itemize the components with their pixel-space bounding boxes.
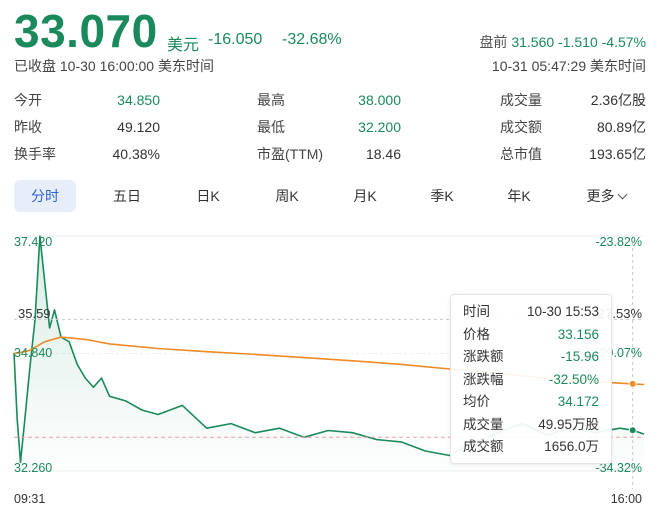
tab-yearly-k[interactable]: 年K: [507, 188, 531, 204]
y-axis-top-label: 37.420: [14, 235, 53, 249]
stat-high: 最高 38.000: [257, 89, 401, 111]
stat-label: 最低: [257, 119, 285, 135]
stat-label: 昨收: [14, 119, 42, 135]
stat-low: 最低 32.200: [257, 116, 401, 138]
stat-label: 成交量: [500, 92, 542, 108]
price-change-pct: -32.68%: [282, 31, 342, 48]
price-change: -16.050: [208, 31, 263, 48]
crosshair-tooltip: 时间 10-30 15:53 价格 33.156 涨跌额 -15.96 涨跌幅 …: [450, 294, 612, 464]
price-area-fill: [14, 236, 644, 471]
stat-label: 总市值: [500, 146, 542, 162]
stat-prev-close: 昨收 49.120: [14, 116, 160, 138]
market-status: 已收盘 10-30 16:00:00 美东时间: [14, 58, 214, 74]
stat-value: 40.38%: [112, 146, 160, 162]
tab-weekly-k[interactable]: 周K: [275, 188, 299, 204]
premarket-time: 10-31 05:47:29 美东时间: [491, 58, 646, 74]
premarket-change: -1.510: [558, 34, 598, 50]
tooltip-value: 1656.0万: [544, 439, 599, 454]
premarket-price: 31.560: [511, 34, 555, 50]
tooltip-value: -32.50%: [548, 371, 599, 387]
premarket-quote: 盘前 31.560 -1.510 -4.57%: [479, 32, 646, 52]
stat-label: 最高: [257, 92, 285, 108]
tab-intraday[interactable]: 分时: [14, 180, 76, 212]
tooltip-row-time: 时间 10-30 15:53: [461, 301, 601, 324]
stat-turnover-rate: 换手率 40.38%: [14, 143, 160, 165]
tooltip-value: 49.95万股: [538, 416, 599, 432]
stat-turnover: 成交额 80.89亿: [500, 116, 646, 138]
tooltip-row-change: 涨跌额 -15.96: [461, 346, 601, 369]
tab-more[interactable]: 更多: [570, 180, 642, 212]
tab-more-label: 更多: [586, 188, 615, 204]
stat-market-cap: 总市值 193.65亿: [500, 143, 646, 165]
x-axis-end-label: 16:00: [610, 492, 642, 506]
currency-label: 美元: [167, 37, 200, 54]
stat-value: 193.65亿: [589, 146, 646, 162]
stat-value: 32.200: [358, 119, 401, 135]
y-axis-mid-label: 34.840: [14, 346, 53, 360]
stat-value: 38.000: [358, 92, 401, 108]
premarket-label: 盘前: [479, 34, 508, 50]
stat-label: 成交额: [500, 119, 542, 135]
quote-header: 33.070 美元 -16.050 -32.68% 盘前 31.560 -1.5…: [14, 4, 646, 78]
tooltip-row-volume: 成交量 49.95万股: [461, 414, 601, 437]
tooltip-label: 均价: [463, 394, 490, 409]
stat-value: 34.850: [117, 92, 160, 108]
pct-axis-bottom-label: -34.32%: [595, 461, 642, 475]
tooltip-value: -15.96: [560, 349, 599, 364]
tooltip-value: 34.172: [557, 394, 599, 409]
tooltip-row-avg: 均价 34.172: [461, 391, 601, 414]
stat-label: 市盈(TTM): [257, 146, 324, 162]
period-tabs: 分时 五日 日K 周K 月K 季K 年K 更多: [14, 180, 646, 212]
x-axis-start-label: 09:31: [14, 492, 46, 506]
tooltip-label: 价格: [463, 326, 490, 342]
y-axis-bottom-label: 32.260: [14, 461, 53, 475]
stat-label: 换手率: [14, 146, 56, 162]
tooltip-row-price: 价格 33.156: [461, 324, 601, 347]
tooltip-label: 成交额: [463, 439, 504, 454]
tab-daily-k[interactable]: 日K: [196, 188, 220, 204]
tooltip-label: 成交量: [463, 416, 504, 432]
last-price: 33.070: [14, 5, 158, 57]
chevron-down-icon: [617, 189, 627, 200]
stats-grid: 今开 34.850 最高 38.000 成交量 2.36亿股 昨收 49.120…: [14, 89, 646, 169]
stat-volume: 成交量 2.36亿股: [500, 89, 646, 111]
tooltip-value: 33.156: [557, 326, 599, 342]
stat-label: 今开: [14, 92, 42, 108]
stat-value: 80.89亿: [596, 119, 646, 135]
crosshair-avg-dot: [628, 379, 637, 388]
stat-value: 2.36亿股: [590, 92, 646, 108]
tooltip-label: 涨跌幅: [463, 371, 504, 387]
stat-value: 49.120: [117, 119, 160, 135]
tooltip-label: 涨跌额: [463, 349, 504, 364]
premarket-pct: -4.57%: [601, 34, 646, 50]
tab-quarterly-k[interactable]: 季K: [430, 188, 454, 204]
stat-open: 今开 34.850: [14, 89, 160, 111]
crosshair-price-label: 35.59: [18, 306, 51, 321]
tooltip-row-change-pct: 涨跌幅 -32.50%: [461, 369, 601, 392]
tooltip-row-turnover: 成交额 1656.0万: [461, 436, 601, 459]
tooltip-value: 10-30 15:53: [526, 304, 599, 319]
tooltip-label: 时间: [463, 304, 490, 319]
tab-five-day[interactable]: 五日: [113, 188, 141, 204]
tab-monthly-k[interactable]: 月K: [353, 188, 377, 204]
crosshair-price-dot: [628, 426, 637, 435]
pct-axis-top-label: -23.82%: [595, 235, 642, 249]
stat-value: 18.46: [365, 146, 401, 162]
stat-pe: 市盈(TTM) 18.46: [257, 143, 401, 165]
